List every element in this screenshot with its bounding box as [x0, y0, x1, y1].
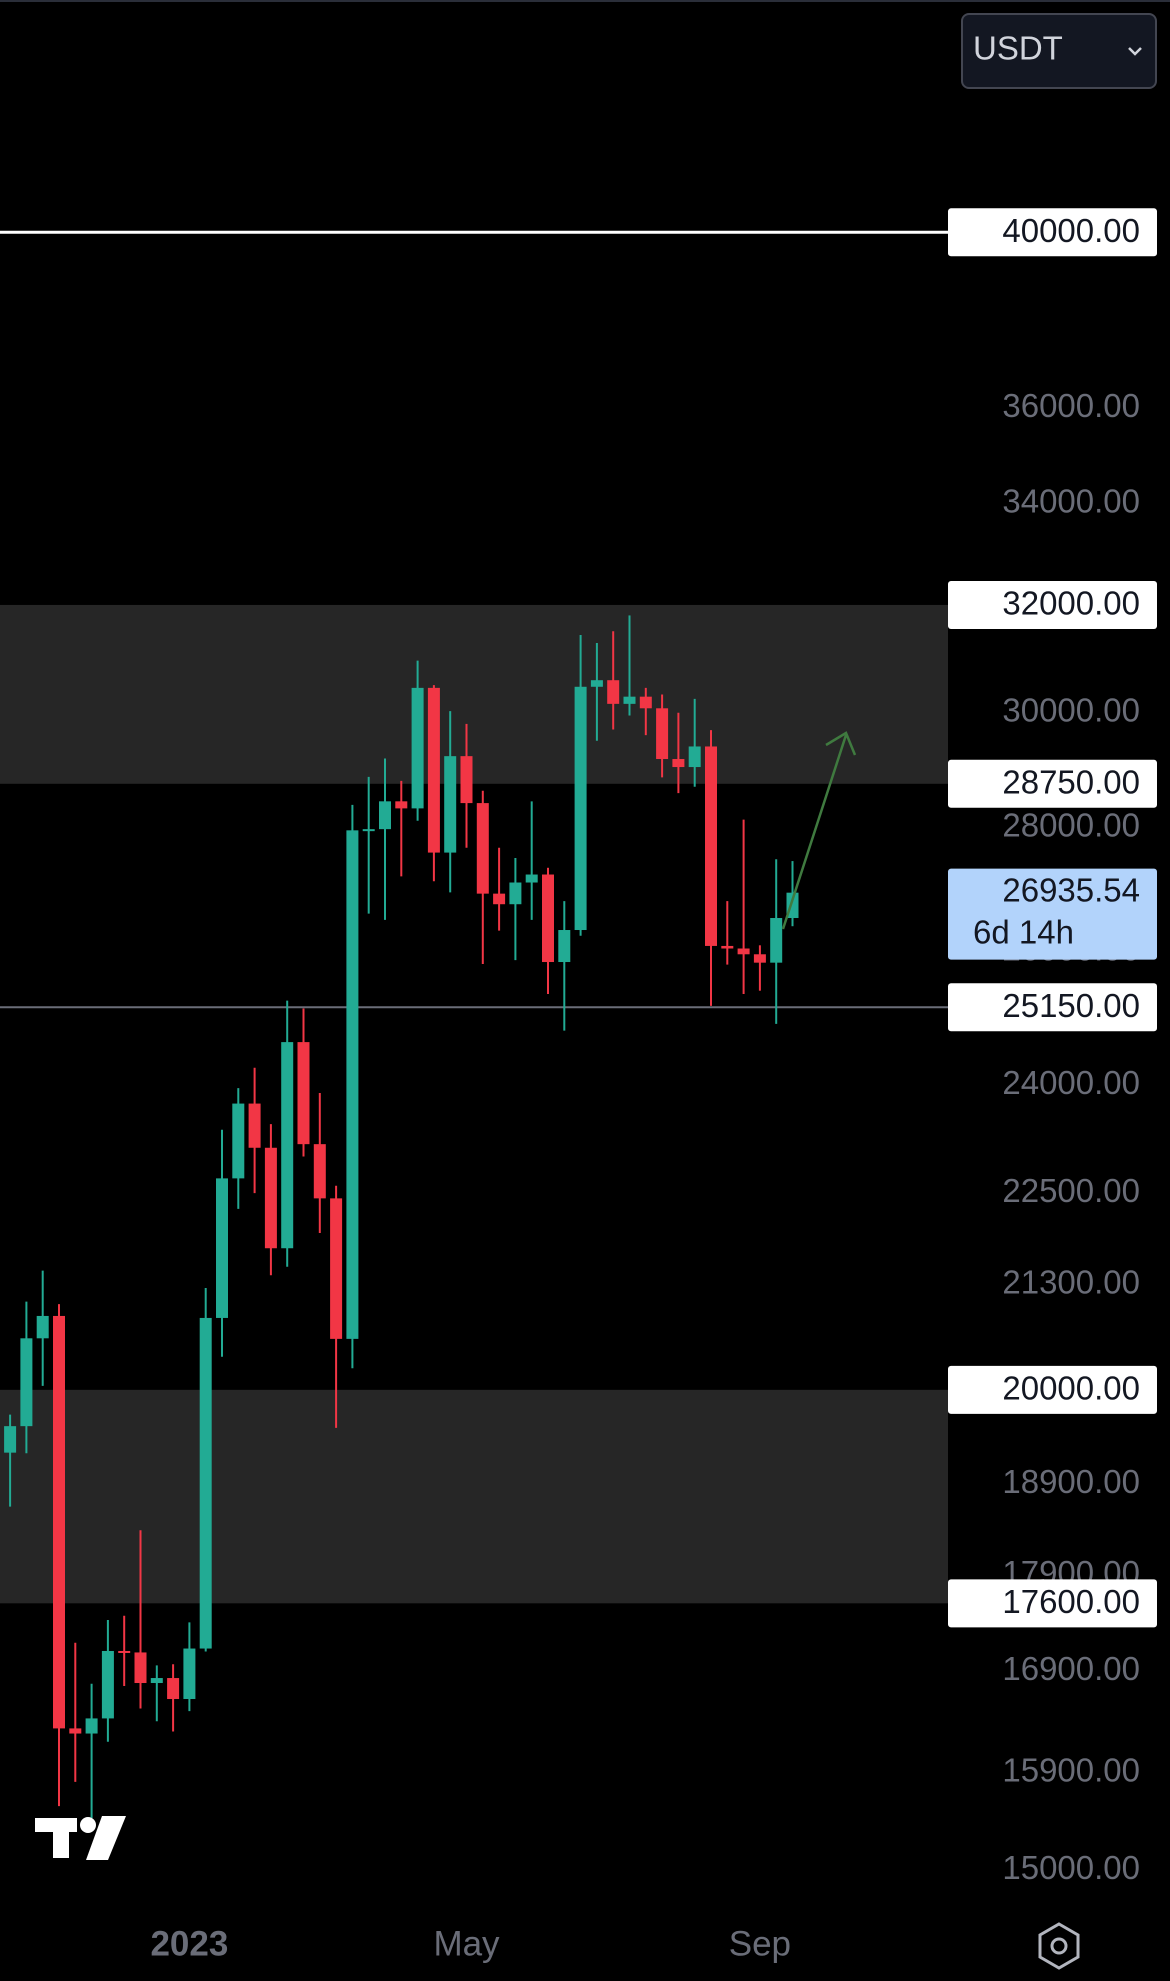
price-zone — [0, 604, 948, 784]
y-tick-label: 15900.00 — [1002, 1752, 1140, 1789]
candle-body — [85, 1718, 98, 1734]
candle-body — [607, 680, 620, 704]
candle-body — [232, 1103, 245, 1179]
candle-body — [297, 1042, 310, 1145]
candle-body — [574, 686, 587, 931]
logo-part — [53, 1818, 69, 1858]
candle-body — [150, 1678, 163, 1684]
arrow-head — [825, 731, 857, 756]
candle-body — [672, 759, 685, 768]
candle-body — [330, 1198, 343, 1339]
candle-body — [444, 756, 457, 853]
candle-body — [167, 1678, 180, 1700]
candle-body — [20, 1338, 33, 1427]
candle-body — [427, 687, 440, 853]
last-price-label: 26935.54 — [1002, 871, 1140, 908]
last-price-box — [948, 868, 1157, 960]
level-label: 32000.00 — [1002, 585, 1140, 622]
dropdown-text[interactable]: USDT — [973, 30, 1063, 67]
candle-body — [753, 954, 766, 963]
settings-hex[interactable] — [1038, 1922, 1080, 1970]
candle-body — [623, 696, 636, 704]
candle-body — [4, 1426, 17, 1453]
level-label: 40000.00 — [1002, 212, 1140, 249]
price-zone — [0, 1389, 948, 1604]
top-border — [0, 0, 1170, 2]
level-label-box — [948, 1365, 1157, 1414]
candle-body — [379, 801, 391, 830]
y-tick-label: 15000.00 — [1002, 1849, 1140, 1886]
candle-body — [705, 746, 717, 946]
level-label-box — [948, 208, 1157, 257]
candle-body — [411, 687, 424, 809]
candle-body — [476, 803, 489, 894]
y-tick-label: 30000.00 — [1002, 691, 1140, 728]
candle-body — [737, 948, 750, 955]
candles-layer — [4, 615, 799, 1819]
candle-body — [362, 829, 375, 832]
candle-body — [509, 882, 522, 905]
x-tick-label: May — [433, 1924, 500, 1963]
zones-layer — [0, 230, 948, 1604]
level-label-box — [948, 580, 1157, 629]
y-tick-label: 21300.00 — [1002, 1263, 1140, 1300]
candle-body — [493, 893, 506, 905]
level-label: 25150.00 — [1002, 987, 1140, 1024]
level-label: 17600.00 — [1002, 1583, 1140, 1620]
settings-dot[interactable] — [1050, 1937, 1068, 1955]
y-tick-label: 24000.00 — [1002, 1064, 1140, 1101]
candle-body — [36, 1315, 49, 1339]
dropdown-box[interactable] — [961, 13, 1157, 89]
candle-body — [216, 1178, 228, 1318]
candle-body — [118, 1650, 131, 1653]
arrow-shaft — [781, 734, 848, 930]
candle-body — [346, 830, 359, 1339]
candle-body — [558, 930, 571, 963]
y-tick-label: 22500.00 — [1002, 1172, 1140, 1209]
countdown-label: 6d 14h — [973, 913, 1074, 950]
candle-body — [639, 696, 652, 709]
candle-body — [183, 1648, 196, 1700]
level-label-box — [948, 759, 1157, 808]
candle-body — [313, 1144, 326, 1199]
candle-body — [770, 918, 783, 963]
candle-body — [134, 1652, 147, 1684]
logo-part — [80, 1817, 96, 1833]
candle-body — [525, 874, 538, 883]
currency-dropdown[interactable]: USDT — [961, 13, 1157, 89]
candle-body — [264, 1147, 277, 1249]
level-label-box — [948, 1579, 1157, 1628]
candle-body — [590, 680, 603, 687]
labels-layer: 32000.00 28750.00 20000.00 17600.00 40000.00… — [948, 208, 1157, 1628]
dropdown-caret[interactable] — [1128, 47, 1142, 56]
candle-body — [460, 756, 473, 804]
candle-body — [69, 1728, 82, 1734]
y-tick-label: 16900.00 — [1002, 1650, 1140, 1687]
level-label-box — [948, 983, 1157, 1032]
tv-logo — [35, 1816, 126, 1860]
x-tick-label: Sep — [729, 1924, 791, 1963]
x-tick-label: 2023 — [150, 1924, 228, 1963]
candle-body — [53, 1315, 65, 1729]
candle-body — [688, 746, 701, 768]
candle-body — [395, 801, 408, 809]
level-label: 28750.00 — [1002, 764, 1140, 801]
y-tick-label: 36000.00 — [1002, 387, 1140, 424]
logo-part — [86, 1816, 126, 1860]
level-label: 20000.00 — [1002, 1370, 1140, 1407]
candle-body — [542, 874, 554, 963]
trend-arrow — [781, 731, 857, 930]
y-tick-label: 34000.00 — [1002, 482, 1140, 519]
candle-body — [248, 1103, 261, 1148]
candle-body — [199, 1317, 212, 1649]
candle-body — [281, 1042, 294, 1249]
settings-button[interactable] — [1038, 1922, 1080, 1970]
y-tick-label: 18900.00 — [1002, 1463, 1140, 1500]
y-tick-label: 28000.00 — [1002, 807, 1140, 844]
candle-body — [721, 945, 734, 949]
candle-body — [101, 1650, 114, 1719]
candle-body — [656, 708, 669, 760]
